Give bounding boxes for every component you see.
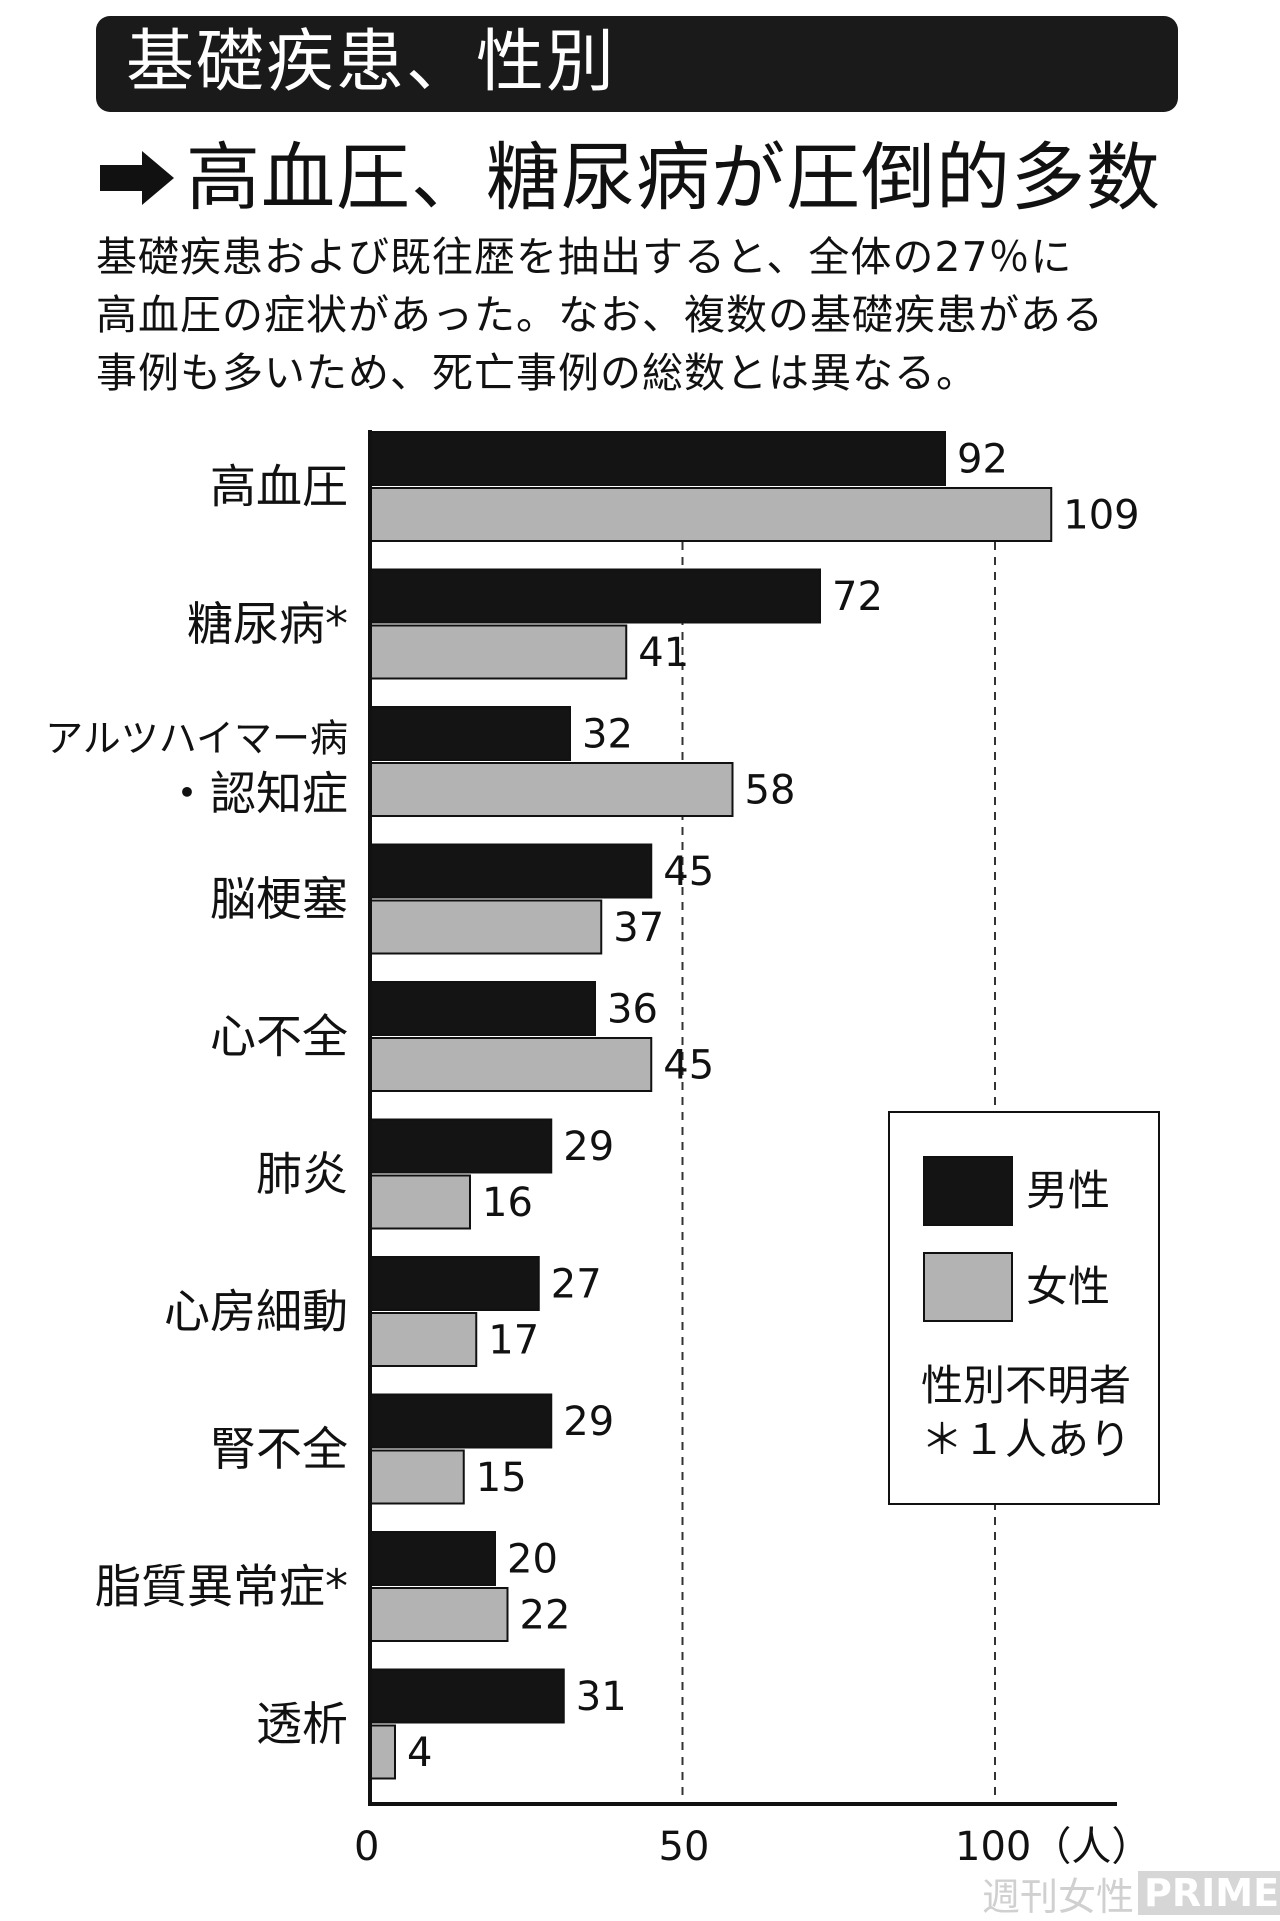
legend-swatch xyxy=(923,1156,1013,1226)
x-tick-label: 0 xyxy=(354,1824,379,1870)
bar-female xyxy=(369,1449,465,1505)
legend-note: ＊１人あり xyxy=(921,1415,1131,1464)
value-label: 15 xyxy=(476,1455,527,1501)
legend-label: 女性 xyxy=(1026,1262,1110,1311)
bar-female xyxy=(369,1587,509,1642)
value-label: 29 xyxy=(563,1399,614,1445)
value-label: 31 xyxy=(576,1674,627,1720)
bar-female xyxy=(369,624,628,680)
category-label: 腎不全 xyxy=(210,1422,348,1476)
value-label: 32 xyxy=(582,712,633,758)
value-label: 45 xyxy=(663,849,714,895)
x-tick-label: 50 xyxy=(659,1824,710,1870)
bar-male xyxy=(369,568,821,624)
x-tick-label: 100（人） xyxy=(955,1824,1151,1870)
bar-female xyxy=(369,1724,396,1780)
value-label: 16 xyxy=(482,1180,533,1226)
watermark-brand: 週刊女性 xyxy=(982,1874,1135,1919)
bar-male xyxy=(369,706,571,761)
legend-swatch xyxy=(923,1252,1013,1322)
value-label: 41 xyxy=(638,630,689,676)
description: 基礎疾患および既往歴を抽出すると、全体の27％に 高血圧の症状があった。なお、複… xyxy=(96,228,1206,402)
value-label: 27 xyxy=(551,1262,602,1308)
category-label: 脂質異常症* xyxy=(95,1560,348,1614)
category-label: 糖尿病* xyxy=(187,597,348,651)
category-label: 心不全 xyxy=(210,1010,348,1064)
legend-label: 男性 xyxy=(1026,1166,1110,1215)
description-line: 基礎疾患および既往歴を抽出すると、全体の27％に xyxy=(96,233,1073,281)
page-title: 基礎疾患、性別 xyxy=(126,23,617,102)
bar-male xyxy=(369,1531,496,1586)
bar-male xyxy=(369,1256,540,1311)
bar-male xyxy=(369,431,946,486)
watermark-prime: PRIME xyxy=(1138,1871,1280,1915)
category-label: 肺炎 xyxy=(256,1147,348,1201)
category-label: 脳梗塞 xyxy=(210,872,348,926)
category-label: 透析 xyxy=(256,1697,348,1751)
value-label: 22 xyxy=(520,1593,571,1639)
value-label: 36 xyxy=(607,987,658,1033)
bar-female xyxy=(369,487,1053,542)
bar-male xyxy=(369,1668,565,1724)
bar-female xyxy=(369,762,734,817)
watermark: 週刊女性 PRIME xyxy=(978,1871,1280,1919)
value-label: 72 xyxy=(832,574,883,620)
right-arrow-icon xyxy=(100,151,174,205)
bar-female xyxy=(369,1037,653,1092)
value-label: 92 xyxy=(957,437,1008,483)
value-label: 17 xyxy=(488,1318,539,1364)
category-label: 高血圧 xyxy=(210,460,348,514)
bar-female xyxy=(369,1312,478,1367)
description-line: 高血圧の症状があった。なお、複数の基礎疾患がある xyxy=(96,291,1104,339)
subtitle: 高血圧、糖尿病が圧倒的多数 xyxy=(98,128,1198,228)
bar-female xyxy=(369,1174,471,1230)
value-label: 37 xyxy=(613,905,664,951)
bar-male xyxy=(369,981,596,1036)
bar-male xyxy=(369,843,653,899)
bar-male xyxy=(369,1118,553,1174)
title-bar: 基礎疾患、性別 xyxy=(96,16,1178,112)
legend-note: 性別不明者 xyxy=(921,1361,1131,1410)
category-label: アルツハイマー病 xyxy=(45,717,348,761)
value-label: 45 xyxy=(663,1043,714,1089)
value-label: 58 xyxy=(745,768,796,814)
value-label: 20 xyxy=(507,1537,558,1583)
value-label: 109 xyxy=(1063,493,1139,539)
value-label: 29 xyxy=(563,1124,614,1170)
category-label: 心房細動 xyxy=(164,1285,348,1339)
category-label: ・認知症 xyxy=(164,767,348,821)
bar-female xyxy=(369,899,603,955)
subtitle-text: 高血圧、糖尿病が圧倒的多数 xyxy=(186,135,1161,221)
bar-male xyxy=(369,1393,553,1449)
value-label: 4 xyxy=(407,1730,432,1776)
description-line: 事例も多いため、死亡事例の総数とは異なる。 xyxy=(96,349,978,397)
